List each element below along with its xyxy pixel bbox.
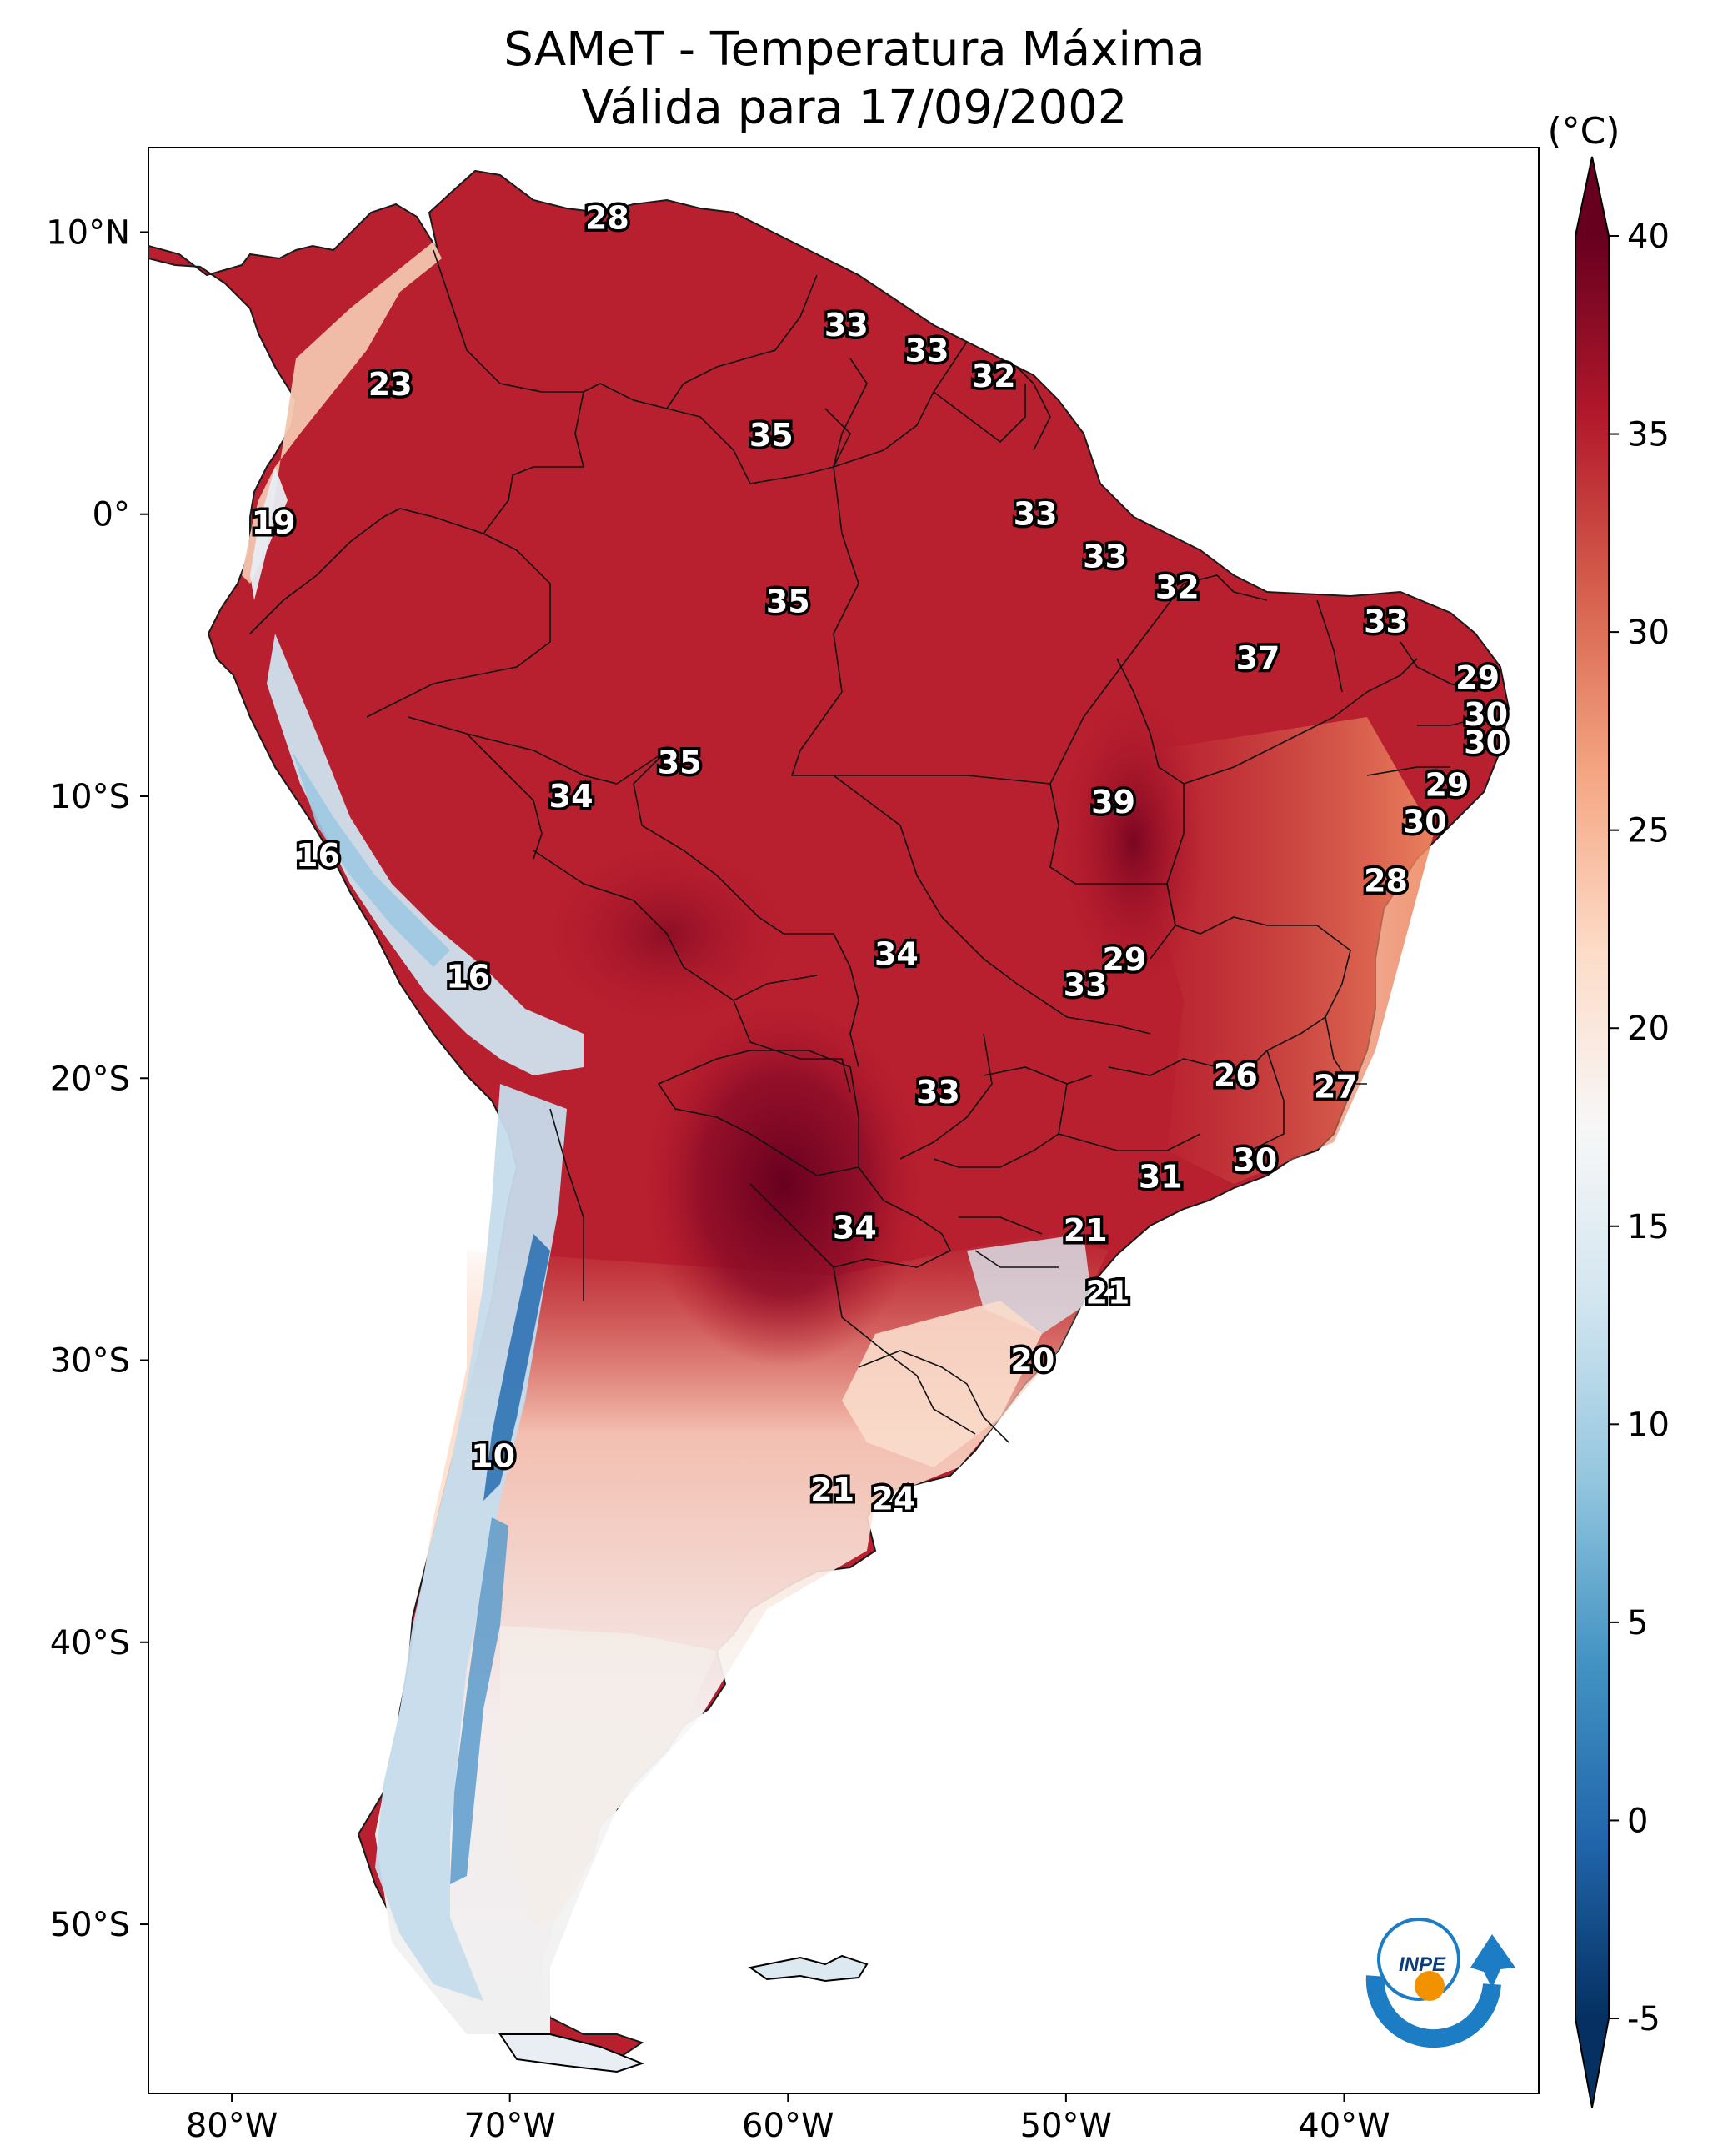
colorbar-bottom-extension <box>1575 2018 1609 2108</box>
station-label: 35 <box>766 584 810 620</box>
station-label: 27 <box>1314 1068 1358 1105</box>
station-label: 30 <box>1464 725 1508 761</box>
colorbar-tick-label: 20 <box>1627 1010 1670 1048</box>
colorbar-tick-label: 5 <box>1627 1604 1648 1642</box>
colorbar-unit: (°C) <box>1547 110 1620 153</box>
station-label: 35 <box>749 417 794 454</box>
colorbar-tick-label: 0 <box>1627 1802 1648 1840</box>
station-label: 20 <box>1010 1342 1054 1379</box>
colorbar-tick-label: -5 <box>1627 2000 1660 2038</box>
station-label: 19 <box>252 504 296 541</box>
station-label: 34 <box>874 935 919 972</box>
colorbar-tick-label: 25 <box>1627 812 1670 850</box>
x-tick-label: 80°W <box>186 2107 278 2145</box>
station-label: 21 <box>1064 1212 1108 1249</box>
station-label: 33 <box>1014 496 1058 533</box>
y-tick-label: 50°S <box>50 1906 130 1944</box>
x-axis: 80°W 70°W 60°W 50°W 40°W <box>186 2093 1390 2145</box>
station-label: 35 <box>658 744 702 780</box>
colorbar-tick-label: 35 <box>1627 416 1670 454</box>
logo-text: INPE <box>1399 1953 1446 1976</box>
station-label: 32 <box>1155 569 1200 606</box>
station-label: 34 <box>549 778 594 815</box>
country-borders <box>249 249 1485 1443</box>
station-label: 33 <box>1064 967 1108 1004</box>
station-label: 16 <box>446 958 490 995</box>
x-tick-label: 50°W <box>1020 2107 1112 2145</box>
station-label: 21 <box>1085 1274 1129 1311</box>
x-tick-label: 70°W <box>463 2107 555 2145</box>
station-label: 30 <box>1403 803 1447 840</box>
station-label: 10 <box>471 1438 515 1475</box>
station-label: 30 <box>1233 1141 1277 1178</box>
station-label: 33 <box>824 307 869 343</box>
colorbar-tick-label: 40 <box>1627 218 1670 256</box>
inpe-logo: INPE <box>1365 1918 1515 2048</box>
map-subtitle: Válida para 17/09/2002 <box>581 81 1128 135</box>
x-tick-label: 60°W <box>742 2107 834 2145</box>
station-label: 21 <box>810 1472 854 1508</box>
station-label: 29 <box>1455 659 1500 696</box>
station-label: 29 <box>1425 766 1469 803</box>
colorbar-top-extension <box>1575 157 1609 236</box>
colorbar-tick-label: 30 <box>1627 614 1670 652</box>
station-label: 28 <box>585 200 629 237</box>
station-label: 32 <box>972 358 1016 394</box>
station-label: 33 <box>916 1074 960 1111</box>
station-label: 30 <box>1464 696 1508 733</box>
station-label: 28 <box>1364 862 1408 899</box>
y-tick-label: 30°S <box>50 1342 130 1381</box>
y-axis: 10°N 0° 10°S 20°S 30°S 40°S 50°S <box>46 213 148 1944</box>
falkland-islands <box>748 1954 869 1983</box>
station-label: 16 <box>296 837 340 874</box>
station-label: 34 <box>833 1210 877 1246</box>
station-label: 24 <box>872 1480 916 1517</box>
y-tick-label: 10°N <box>46 213 130 252</box>
map-title: SAMeT - Temperatura Máxima <box>503 23 1205 77</box>
y-tick-label: 10°S <box>50 778 130 816</box>
station-label: 33 <box>905 333 949 369</box>
y-tick-label: 0° <box>93 496 130 534</box>
station-label: 33 <box>1083 538 1127 574</box>
tierra-del-fuego <box>498 2033 644 2073</box>
station-label: 29 <box>1102 941 1146 978</box>
y-tick-label: 40°S <box>50 1624 130 1662</box>
colorbar: 40 35 30 25 20 15 10 5 0 -5 (°C) <box>1547 110 1670 2108</box>
station-label: 26 <box>1214 1057 1258 1094</box>
y-tick-label: 20°S <box>50 1060 130 1098</box>
station-label: 33 <box>1364 603 1408 639</box>
colorbar-tick-label: 10 <box>1627 1406 1670 1444</box>
colorbar-body <box>1575 236 1609 2018</box>
station-label: 37 <box>1236 639 1280 676</box>
station-label: 39 <box>1091 784 1135 820</box>
colorbar-tick-label: 15 <box>1627 1208 1670 1246</box>
station-label: 23 <box>368 366 413 403</box>
station-label: 31 <box>1139 1159 1183 1196</box>
x-tick-label: 40°W <box>1298 2107 1390 2145</box>
temperature-field <box>148 169 1510 2073</box>
